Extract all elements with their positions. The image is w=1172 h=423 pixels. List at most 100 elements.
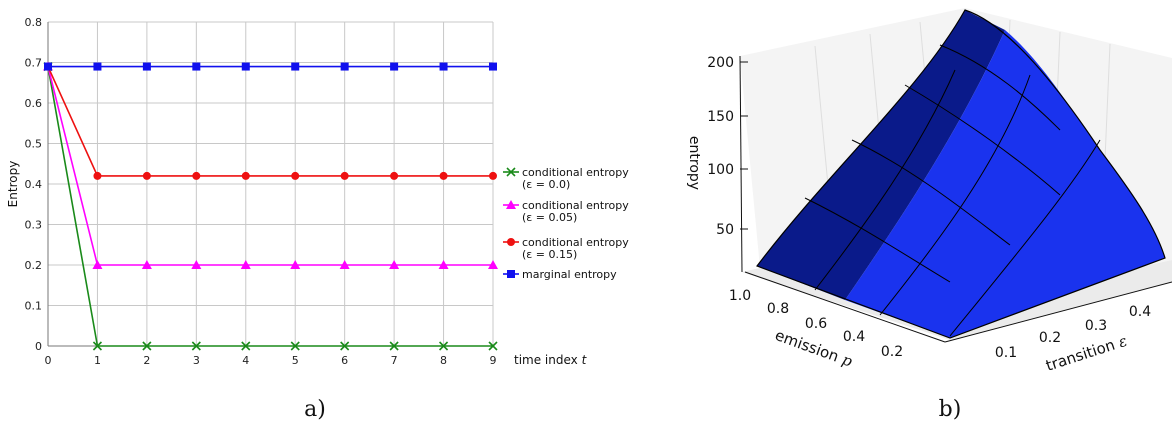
legend-label: marginal entropy <box>522 268 617 281</box>
emission-tick-label: 0.6 <box>805 316 827 332</box>
x-tick-label: 3 <box>193 354 200 367</box>
data-point <box>141 260 152 269</box>
data-point <box>389 260 400 269</box>
z-tick-label: 100 <box>707 162 734 178</box>
legend-label-sub: (ε = 0.0) <box>522 178 570 191</box>
data-point <box>291 62 300 71</box>
emission-tick-label: 1.0 <box>729 288 751 304</box>
data-point <box>340 62 349 71</box>
emission-tick-label: 0.2 <box>881 344 903 360</box>
x-tick-label: 6 <box>341 354 348 367</box>
x-tick-label: 9 <box>490 354 497 367</box>
data-point <box>142 62 151 71</box>
legend-item: conditional entropy(ε = 0.0) <box>503 166 629 191</box>
transition-tick-label: 0.2 <box>1039 330 1061 346</box>
x-tick-label: 5 <box>292 354 299 367</box>
x-tick-label: 0 <box>45 354 52 367</box>
z-tick-label: 150 <box>707 109 734 125</box>
x-axis-label: time index t <box>514 353 588 367</box>
emission-tick-label: 0.8 <box>767 301 789 317</box>
data-point <box>191 260 202 269</box>
data-point <box>142 171 151 180</box>
legend-item: marginal entropy <box>503 268 617 281</box>
emission-axis <box>744 271 946 343</box>
y-tick-label: 0.3 <box>25 219 43 232</box>
data-point <box>44 62 52 71</box>
data-point <box>93 62 102 71</box>
y-tick-label: 0.7 <box>25 57 43 70</box>
data-point <box>241 171 250 180</box>
z-tick-label: 50 <box>716 222 734 238</box>
surface-mesh-line <box>904 84 1061 196</box>
data-point <box>240 260 251 269</box>
surface-mesh-line <box>814 69 956 291</box>
legend-label: conditional entropy <box>522 199 629 212</box>
data-point <box>489 62 497 71</box>
series-1 <box>43 61 498 269</box>
surface-plot-entropy: 50100150200entropy1.00.80.60.40.2emissio… <box>686 8 1172 422</box>
surface-mesh-line <box>804 197 951 283</box>
y-tick-label: 0.5 <box>25 138 43 151</box>
data-point <box>390 171 399 180</box>
transition-axis <box>944 281 1172 343</box>
y-tick-label: 0.6 <box>25 97 43 110</box>
y-tick-label: 0.2 <box>25 259 43 272</box>
legend-marker <box>507 270 515 278</box>
data-point <box>438 341 449 351</box>
legend: conditional entropy(ε = 0.0)conditional … <box>503 166 629 281</box>
data-point <box>339 260 350 269</box>
x-tick-label: 7 <box>391 354 398 367</box>
data-point <box>92 341 103 351</box>
legend-label-sub: (ε = 0.15) <box>522 248 577 261</box>
data-point <box>438 260 449 269</box>
legend-label: conditional entropy <box>522 236 629 249</box>
data-point <box>241 341 251 351</box>
transition-tick-label: 0.1 <box>995 345 1017 361</box>
data-point <box>142 341 152 351</box>
data-point <box>389 341 399 351</box>
series-line <box>47 66 493 266</box>
x-tick-label: 1 <box>94 354 101 367</box>
z-tick-label: 200 <box>707 55 734 71</box>
y-tick-label: 0.8 <box>25 16 43 29</box>
emission-tick-label: 0.4 <box>843 329 865 345</box>
data-point <box>340 171 349 180</box>
data-point <box>93 171 102 180</box>
surface-mesh-line <box>879 74 1031 316</box>
surface-mesh-line <box>949 139 1101 337</box>
legend-marker <box>506 167 516 177</box>
y-tick-label: 0 <box>35 340 42 353</box>
caption-b: b) <box>939 397 962 422</box>
data-point <box>390 62 399 71</box>
data-point <box>488 341 498 351</box>
series-2 <box>44 62 497 180</box>
data-point <box>488 260 498 269</box>
legend-item: conditional entropy(ε = 0.05) <box>503 199 629 224</box>
data-point <box>439 171 448 180</box>
z-axis <box>739 55 743 273</box>
legend-label: conditional entropy <box>522 166 629 179</box>
x-tick-label: 8 <box>440 354 447 367</box>
legend-marker <box>507 238 515 246</box>
data-point <box>439 62 448 71</box>
series-line <box>47 66 493 347</box>
surface-bright-face <box>845 30 1165 338</box>
data-point <box>340 341 350 351</box>
y-tick-label: 0.1 <box>25 300 43 313</box>
data-point <box>241 62 250 71</box>
z-axis-label: entropy <box>686 136 702 190</box>
y-tick-label: 0.4 <box>25 178 43 191</box>
caption-a: a) <box>304 397 326 422</box>
data-point <box>290 341 300 351</box>
legend-item: conditional entropy(ε = 0.15) <box>503 236 629 261</box>
series-line <box>47 66 493 177</box>
legend-marker <box>506 200 516 209</box>
surface-mesh-line <box>939 44 1061 131</box>
transition-tick-label: 0.3 <box>1085 318 1107 334</box>
series-3 <box>44 62 497 71</box>
surface-outline <box>756 9 1166 339</box>
data-point <box>192 171 201 180</box>
x-tick-label: 4 <box>242 354 249 367</box>
legend-label-sub: (ε = 0.05) <box>522 211 577 224</box>
y-axis-label: Entropy <box>6 161 20 208</box>
